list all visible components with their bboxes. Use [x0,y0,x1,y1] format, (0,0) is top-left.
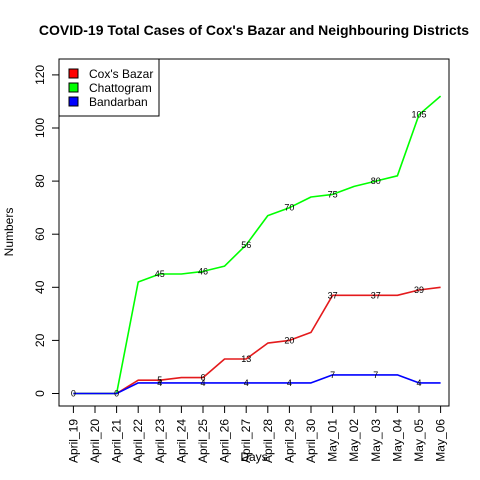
legend-swatch [68,82,79,93]
x-tick-label: April_27 [239,419,253,463]
data-label: 39 [414,285,424,295]
x-tick-label: April_26 [218,419,232,463]
series-line [73,95,442,395]
data-label: 20 [284,335,294,345]
x-tick-label: April_20 [88,419,102,463]
data-label: 75 [328,189,338,199]
data-label: 70 [284,203,294,213]
data-label: 56 [241,240,251,250]
y-tick-label: 40 [33,280,47,294]
x-tick-label: April_29 [282,419,296,463]
legend-swatch [68,68,79,79]
chart-title: COVID-19 Total Cases of Cox's Bazar and … [39,22,469,38]
x-tick-label: April_25 [196,419,210,463]
x-tick-label: April_22 [131,419,145,463]
data-label: 7 [373,370,378,380]
y-tick-label: 80 [33,174,47,188]
x-tick-label: April_24 [174,419,188,463]
x-tick-label: April_21 [110,419,124,463]
legend-label: Cox's Bazar [89,67,153,81]
y-axis-label: Numbers [2,208,16,257]
data-label: 105 [411,110,426,120]
x-tick-label: May_04 [390,419,404,462]
x-tick-label: April_23 [153,419,167,463]
x-tick-label: May_05 [412,419,426,462]
x-tick-label: May_03 [369,419,383,462]
series-lines [73,95,442,395]
x-axis: April_19 April_20 April_21 April_22 April_23… [66,405,448,463]
data-label: 7 [330,370,335,380]
data-label: 46 [198,266,208,276]
legend-swatch [68,96,79,107]
series-line [73,286,441,395]
data-label: 4 [287,378,292,388]
data-label: 5 [157,375,162,385]
x-tick-label: April_30 [304,419,318,463]
data-label: 45 [155,269,165,279]
data-label: 0 [71,389,76,399]
x-tick-label: May_01 [326,419,340,462]
x-tick-label: May_06 [434,419,448,462]
legend-label: Bandarban [89,95,148,109]
data-label: 6 [200,373,205,383]
y-tick-label: 120 [33,65,47,85]
y-tick-label: 20 [33,333,47,347]
data-label: 80 [371,176,381,186]
x-tick-label: April_28 [261,419,275,463]
y-axis: 0 20 40 60 80 100 120 [33,65,60,397]
data-label: 4 [416,378,421,388]
data-label: 4 [244,378,249,388]
legend-label: Chattogram [89,81,152,95]
y-tick-label: 100 [33,118,47,138]
y-tick-label: 60 [33,227,47,241]
x-tick-label: May_02 [347,419,361,462]
x-axis-label: Days [240,450,267,464]
data-label: 0 [114,389,119,399]
data-label: 13 [241,354,251,364]
x-tick-label: April_19 [66,419,80,463]
data-label: 4 [200,378,205,388]
y-tick-label: 0 [33,390,47,397]
data-label: 4 [157,378,162,388]
series-line [73,374,441,395]
data-label: 37 [328,290,338,300]
data-label: 37 [371,290,381,300]
